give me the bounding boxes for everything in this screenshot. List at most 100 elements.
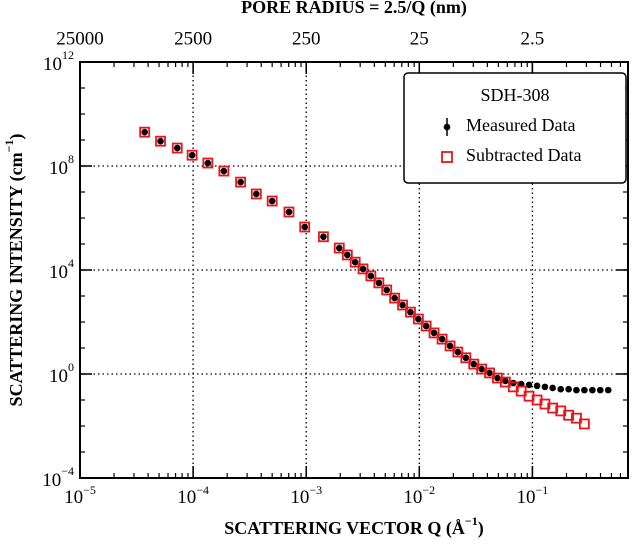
data-point [430,329,438,337]
data-point [333,242,345,254]
y-tick-label: 108 [49,152,74,180]
data-point [202,157,214,169]
legend-label: Measured Data [466,115,575,135]
data-point [565,385,572,393]
data-point [405,306,416,318]
data-point [589,386,596,394]
data-point [412,313,424,325]
plot-frame [79,61,629,479]
data-point [381,284,393,296]
y-tick-label: 10−4 [42,464,74,492]
x2-tick-label: 250 [292,28,321,49]
y-tick-base: 10 [43,54,62,75]
x-tick-base: 10 [64,487,83,508]
data-point [452,346,464,358]
data-point [157,137,164,145]
y-tick-label: 100 [49,360,74,388]
y-tick-base: 10 [49,366,68,387]
data-point [155,135,166,147]
data-point [533,382,541,390]
y-tick-sup: 4 [68,256,74,270]
data-point [478,365,485,373]
data-point [383,286,391,294]
y-tick-sup: −4 [61,464,74,478]
x2-tick-label: 25 [410,28,429,49]
x-axis-title-text: SCATTERING VECTOR Q (Å [224,518,465,539]
x-tick-base: 10 [517,487,536,508]
data-point [460,352,472,364]
x-tick-label: 10−1 [517,483,549,509]
x-tick-sup: −5 [83,483,96,497]
x-axis-title-end: ) [478,518,484,539]
data-point [344,251,351,259]
y-tick-base: 10 [49,262,68,283]
x2-tick-label: 2500 [174,28,212,49]
data-point [373,277,385,289]
data-point [438,335,446,343]
data-point [139,126,151,138]
data-point [596,386,604,394]
data-point [436,333,448,345]
data-point [420,320,432,332]
data-point [204,159,212,167]
x-tick-label: 10−4 [177,483,209,509]
x-tick-base: 10 [290,487,309,508]
data-point [446,342,454,350]
legend-marker [443,123,451,131]
data-point [335,244,343,252]
y-axis-title: SCATTERING INTENSITY (cm−1) [2,134,27,407]
data-point [571,412,582,424]
data-point [237,178,244,186]
data-point [557,385,565,393]
data-point [220,167,228,175]
data-point [415,315,422,323]
data-point [318,231,329,243]
data-point [349,256,361,268]
y-tick-sup: 0 [68,360,74,374]
data-point [359,265,367,273]
data-point [365,270,377,282]
x-tick-sup: −2 [422,483,435,497]
data-point [573,386,580,394]
data-point [285,208,293,216]
data-point [581,386,588,394]
data-point [299,221,311,233]
legend-title: SDH-308 [480,85,549,105]
data-point [171,142,183,154]
x-tick-label: 10−3 [290,483,322,509]
data-point [399,301,406,309]
legend-label: Subtracted Data [466,145,581,165]
data-point [444,340,456,352]
data-point [407,308,414,316]
x-tick-base: 10 [403,487,422,508]
data-point [391,294,398,302]
x-tick-sup: −4 [196,483,209,497]
data-point [563,409,575,421]
x-axis-title-sup: −1 [465,514,478,528]
data-point [428,327,440,339]
data-point [397,299,408,311]
data-point [462,354,470,362]
data-point [141,128,148,136]
data-point [351,258,359,266]
y-tick-sup: 8 [68,152,74,166]
y-axis-title-text: SCATTERING INTENSITY (cm [6,152,27,406]
data-point [604,386,612,394]
data-point [486,369,493,377]
y-tick-label: 1012 [43,48,74,76]
data-point [235,176,247,188]
data-point [367,272,375,280]
data-point [320,233,327,241]
y-tick-base: 10 [42,470,61,491]
y-tick-base: 10 [49,158,68,179]
data-point [218,165,230,177]
x-axis-title: SCATTERING VECTOR Q (Å−1) [224,514,483,539]
top-axis-title: PORE RADIUS = 2.5/Q (nm) [241,0,467,18]
data-point [188,151,196,159]
data-point [525,381,533,389]
data-point [389,292,401,304]
y-tick-sup: 12 [62,48,74,62]
y-axis-title-end: ) [6,134,27,140]
data-point [541,383,549,391]
